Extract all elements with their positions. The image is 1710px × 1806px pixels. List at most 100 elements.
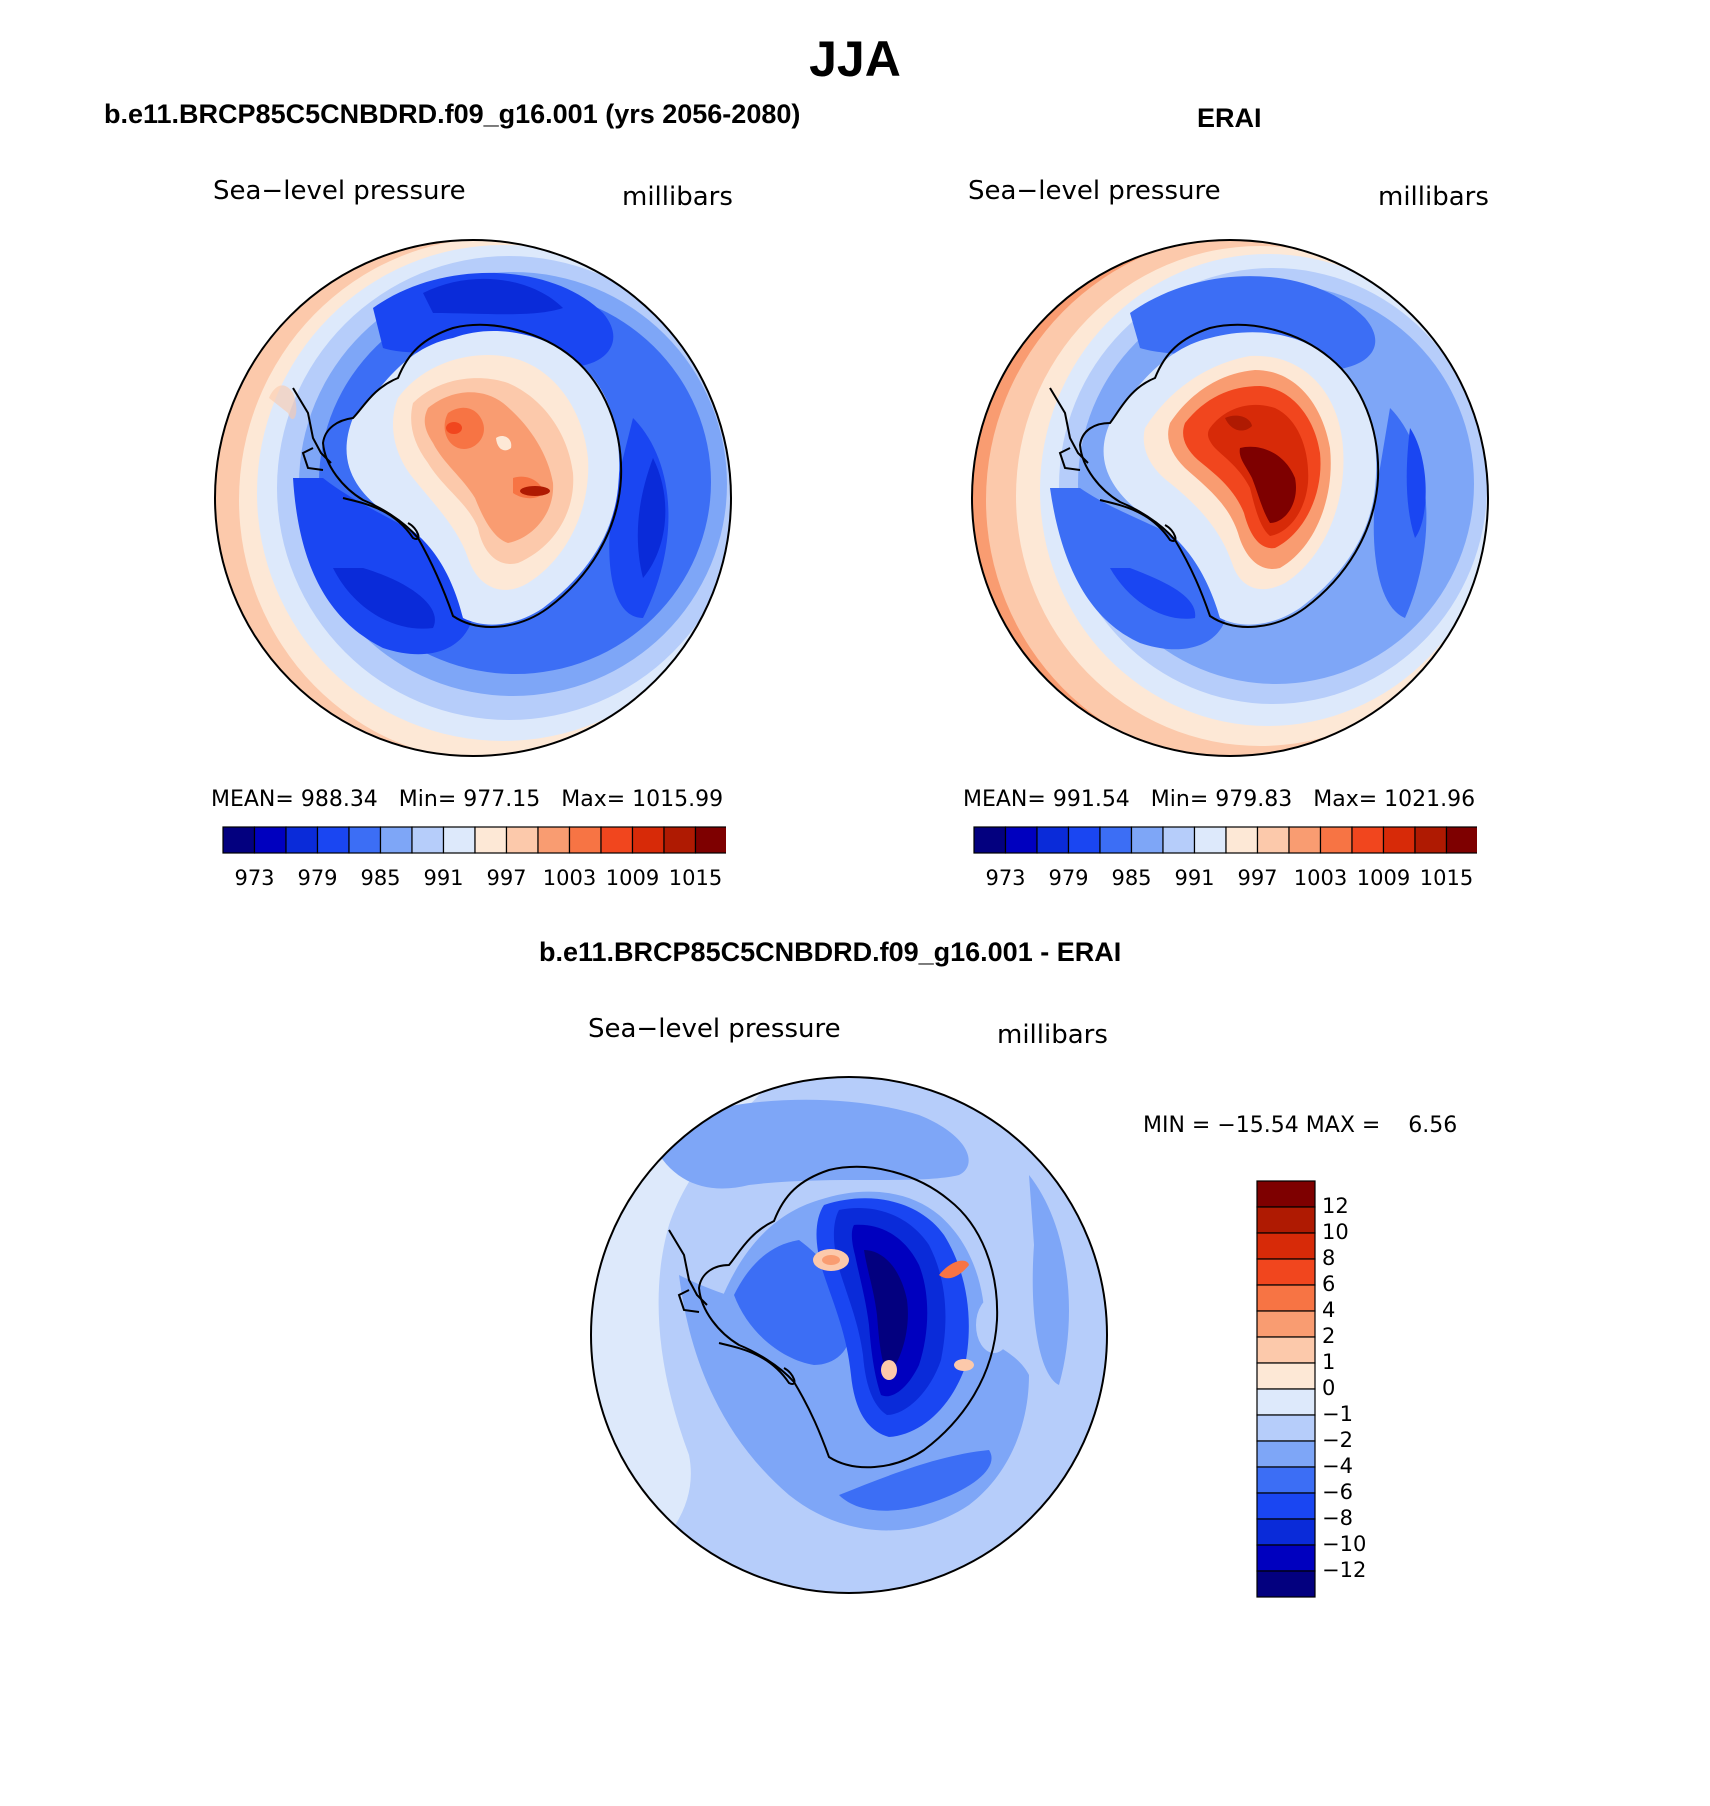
obs-colorbar-tick-label: 997 xyxy=(1237,866,1278,890)
diff-max-value: 6.56 xyxy=(1408,1113,1458,1138)
diff-colorbar-swatch xyxy=(1256,1362,1316,1390)
obs-colorbar-swatch xyxy=(1319,826,1353,854)
diff-colorbar-tick-label: 8 xyxy=(1322,1246,1336,1270)
model-colorbar xyxy=(222,826,726,854)
model-min-value: 977.15 xyxy=(463,787,541,812)
model-colorbar-tick-label: 1015 xyxy=(668,866,723,890)
obs-colorbar-swatch xyxy=(1193,826,1227,854)
model-colorbar-swatch xyxy=(663,826,697,854)
model-colorbar-swatch xyxy=(379,826,413,854)
obs-colorbar-tick-label: 1009 xyxy=(1356,866,1411,890)
diff-colorbar-swatch xyxy=(1256,1518,1316,1546)
obs-min-label: Min= xyxy=(1150,787,1209,812)
diff-colorbar-tick-label: 10 xyxy=(1322,1220,1349,1244)
obs-colorbar-swatch xyxy=(1099,826,1133,854)
diff-colorbar-swatch xyxy=(1256,1492,1316,1520)
model-panel-heading: b.e11.BRCP85C5CNBDRD.f09_g16.001 (yrs 20… xyxy=(104,99,801,129)
model-colorbar-swatch xyxy=(348,826,382,854)
model-colorbar-swatch xyxy=(568,826,602,854)
obs-colorbar-tick-label: 991 xyxy=(1174,866,1215,890)
diff-colorbar-tick-label: 12 xyxy=(1322,1194,1349,1218)
diff-colorbar-swatch xyxy=(1256,1544,1316,1572)
obs-colorbar-swatch xyxy=(1351,826,1385,854)
model-min-label: Min= xyxy=(398,787,457,812)
diff-stats-line: MIN = −15.54 MAX = 6.56 xyxy=(1143,1113,1457,1138)
diff-colorbar-tick-label: 6 xyxy=(1322,1272,1336,1296)
model-colorbar-swatch xyxy=(316,826,350,854)
model-colorbar-tick-label: 979 xyxy=(297,866,338,890)
obs-colorbar-swatch xyxy=(1130,826,1164,854)
diff-colorbar xyxy=(1256,1180,1316,1598)
diff-colorbar-tick-label: −4 xyxy=(1322,1454,1353,1478)
diff-colorbar-swatch xyxy=(1256,1388,1316,1416)
obs-mean-value: 991.54 xyxy=(1052,787,1130,812)
model-colorbar-tick-label: 985 xyxy=(360,866,401,890)
obs-panel-heading: ERAI xyxy=(1197,103,1262,133)
model-colorbar-swatch xyxy=(694,826,726,854)
diff-units-label: millibars xyxy=(997,1020,1108,1050)
obs-colorbar-swatch xyxy=(1256,826,1290,854)
diff-colorbar-swatch xyxy=(1256,1336,1316,1364)
obs-max-value: 1021.96 xyxy=(1384,787,1476,812)
model-colorbar-swatch xyxy=(442,826,476,854)
diff-colorbar-swatch xyxy=(1256,1232,1316,1260)
obs-colorbar-swatch xyxy=(1004,826,1038,854)
diff-colorbar-tick-label: 1 xyxy=(1322,1350,1336,1374)
model-mean-label: MEAN= xyxy=(211,787,294,812)
diff-colorbar-swatch xyxy=(1256,1284,1316,1312)
model-colorbar-swatch xyxy=(505,826,539,854)
model-colorbar-tick-label: 991 xyxy=(423,866,464,890)
model-colorbar-swatch xyxy=(537,826,571,854)
diff-panel-heading: b.e11.BRCP85C5CNBDRD.f09_g16.001 - ERAI xyxy=(539,937,1122,967)
diff-colorbar-tick-label: 0 xyxy=(1322,1376,1336,1400)
diff-polar-map xyxy=(590,1076,1108,1594)
model-colorbar-tick-label: 1009 xyxy=(605,866,660,890)
figure-title: JJA xyxy=(809,31,901,87)
obs-units-label: millibars xyxy=(1378,182,1489,212)
diff-colorbar-tick-label: −10 xyxy=(1322,1532,1367,1556)
diff-colorbar-tick-label: −6 xyxy=(1322,1480,1353,1504)
model-mean-value: 988.34 xyxy=(300,787,378,812)
obs-colorbar-tick-label: 979 xyxy=(1048,866,1089,890)
diff-colorbar-tick-label: −12 xyxy=(1322,1558,1367,1582)
obs-colorbar-swatch xyxy=(1414,826,1448,854)
obs-colorbar-swatch xyxy=(973,826,1007,854)
model-colorbar-swatch xyxy=(411,826,445,854)
obs-colorbar-swatch xyxy=(1036,826,1070,854)
diff-colorbar-tick-label: 2 xyxy=(1322,1324,1336,1348)
diff-colorbar-swatch xyxy=(1256,1440,1316,1468)
model-stats-line: MEAN= 988.34 Min= 977.15 Max= 1015.99 xyxy=(211,787,723,812)
diff-colorbar-tick-label: 4 xyxy=(1322,1298,1336,1322)
diff-colorbar-swatch xyxy=(1256,1310,1316,1338)
diff-colorbar-swatch xyxy=(1256,1180,1316,1208)
obs-stats-line: MEAN= 991.54 Min= 979.83 Max= 1021.96 xyxy=(963,787,1475,812)
diff-colorbar-swatch xyxy=(1256,1570,1316,1598)
diff-colorbar-swatch xyxy=(1256,1258,1316,1286)
obs-colorbar-swatch xyxy=(1382,826,1416,854)
model-colorbar-swatch xyxy=(631,826,665,854)
obs-colorbar-swatch xyxy=(1288,826,1322,854)
diff-variable-label: Sea−level pressure xyxy=(588,1014,841,1044)
obs-max-label: Max= xyxy=(1313,787,1378,812)
model-colorbar-swatch xyxy=(285,826,319,854)
model-colorbar-swatch xyxy=(222,826,256,854)
model-polar-map xyxy=(214,239,732,757)
obs-colorbar-tick-label: 973 xyxy=(985,866,1026,890)
diff-colorbar-swatch xyxy=(1256,1206,1316,1234)
diff-min-label: MIN = xyxy=(1143,1113,1211,1138)
obs-colorbar-tick-label: 1015 xyxy=(1419,866,1474,890)
diff-colorbar-tick-label: −2 xyxy=(1322,1428,1353,1452)
model-colorbar-tick-label: 1003 xyxy=(542,866,597,890)
obs-polar-map xyxy=(971,239,1489,757)
obs-mean-label: MEAN= xyxy=(963,787,1046,812)
diff-colorbar-tick-label: −1 xyxy=(1322,1402,1353,1426)
diff-colorbar-tick-label: −8 xyxy=(1322,1506,1353,1530)
model-colorbar-tick-label: 997 xyxy=(486,866,527,890)
model-colorbar-swatch xyxy=(253,826,287,854)
obs-colorbar-tick-label: 1003 xyxy=(1293,866,1348,890)
diff-colorbar-swatch xyxy=(1256,1466,1316,1494)
obs-colorbar-tick-label: 985 xyxy=(1111,866,1152,890)
diff-min-value: −15.54 xyxy=(1217,1113,1299,1138)
model-colorbar-swatch xyxy=(600,826,634,854)
